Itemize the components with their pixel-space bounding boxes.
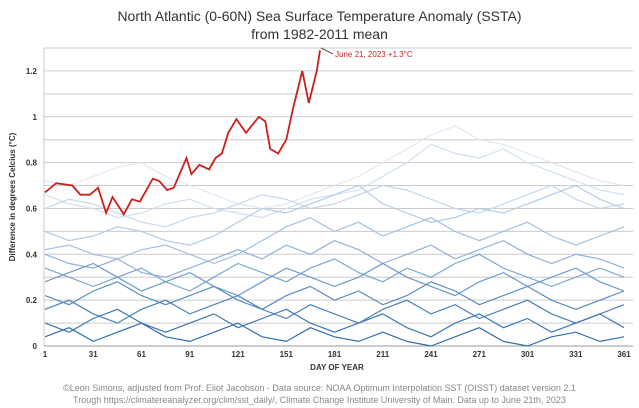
x-tick-label: 121: [231, 350, 245, 359]
x-tick-label: 331: [569, 350, 583, 359]
x-tick-label: 151: [280, 350, 294, 359]
historical-year-line: [44, 281, 625, 310]
historical-year-line: [44, 262, 625, 297]
x-tick-label: 211: [376, 350, 389, 359]
y-tick-label: 0.2: [26, 296, 38, 305]
y-tick-label: 0: [33, 342, 38, 351]
chart-title: North Atlantic (0-60N) Sea Surface Tempe…: [117, 8, 522, 24]
annotation-leader: [320, 47, 334, 55]
historical-year-line: [44, 143, 625, 219]
footer-credit: ©Leon Simons, adjusted from Prof. Eliot …: [63, 383, 576, 393]
x-tick-label: 271: [473, 350, 487, 359]
y-axis-label: Difference in degrees Celcius (°C): [8, 132, 17, 261]
historical-year-line: [44, 216, 625, 265]
y-tick-label: 1: [33, 113, 38, 122]
y-tick-label: 0.6: [26, 204, 38, 213]
historical-year-line: [44, 125, 625, 210]
historical-year-line: [44, 294, 625, 324]
year-2023-line: [44, 50, 321, 216]
x-tick-label: 1: [43, 350, 48, 359]
historical-year-line: [44, 184, 625, 246]
chart-subtitle: from 1982-2011 mean: [251, 26, 388, 42]
historical-year-line: [44, 253, 625, 292]
x-tick-label: 181: [328, 350, 342, 359]
x-axis-label: DAY OF YEAR: [310, 363, 364, 372]
y-tick-label: 1.2: [26, 67, 38, 76]
x-tick-label: 301: [521, 350, 535, 359]
y-tick-label: 0.4: [26, 250, 38, 259]
x-tick-label: 61: [137, 350, 146, 359]
x-tick-label: 361: [617, 350, 631, 359]
historical-year-line: [44, 184, 625, 228]
footer-source: Trough https://climatereanalyzer.org/cli…: [73, 395, 566, 405]
y-tick-label: 0.8: [26, 159, 38, 168]
x-tick-label: 31: [89, 350, 98, 359]
historical-year-line: [44, 239, 625, 278]
historical-year-line: [44, 322, 625, 347]
annotation-label: June 21, 2023 +1.3°C: [335, 50, 413, 59]
x-tick-label: 91: [185, 350, 194, 359]
x-tick-label: 241: [424, 350, 438, 359]
